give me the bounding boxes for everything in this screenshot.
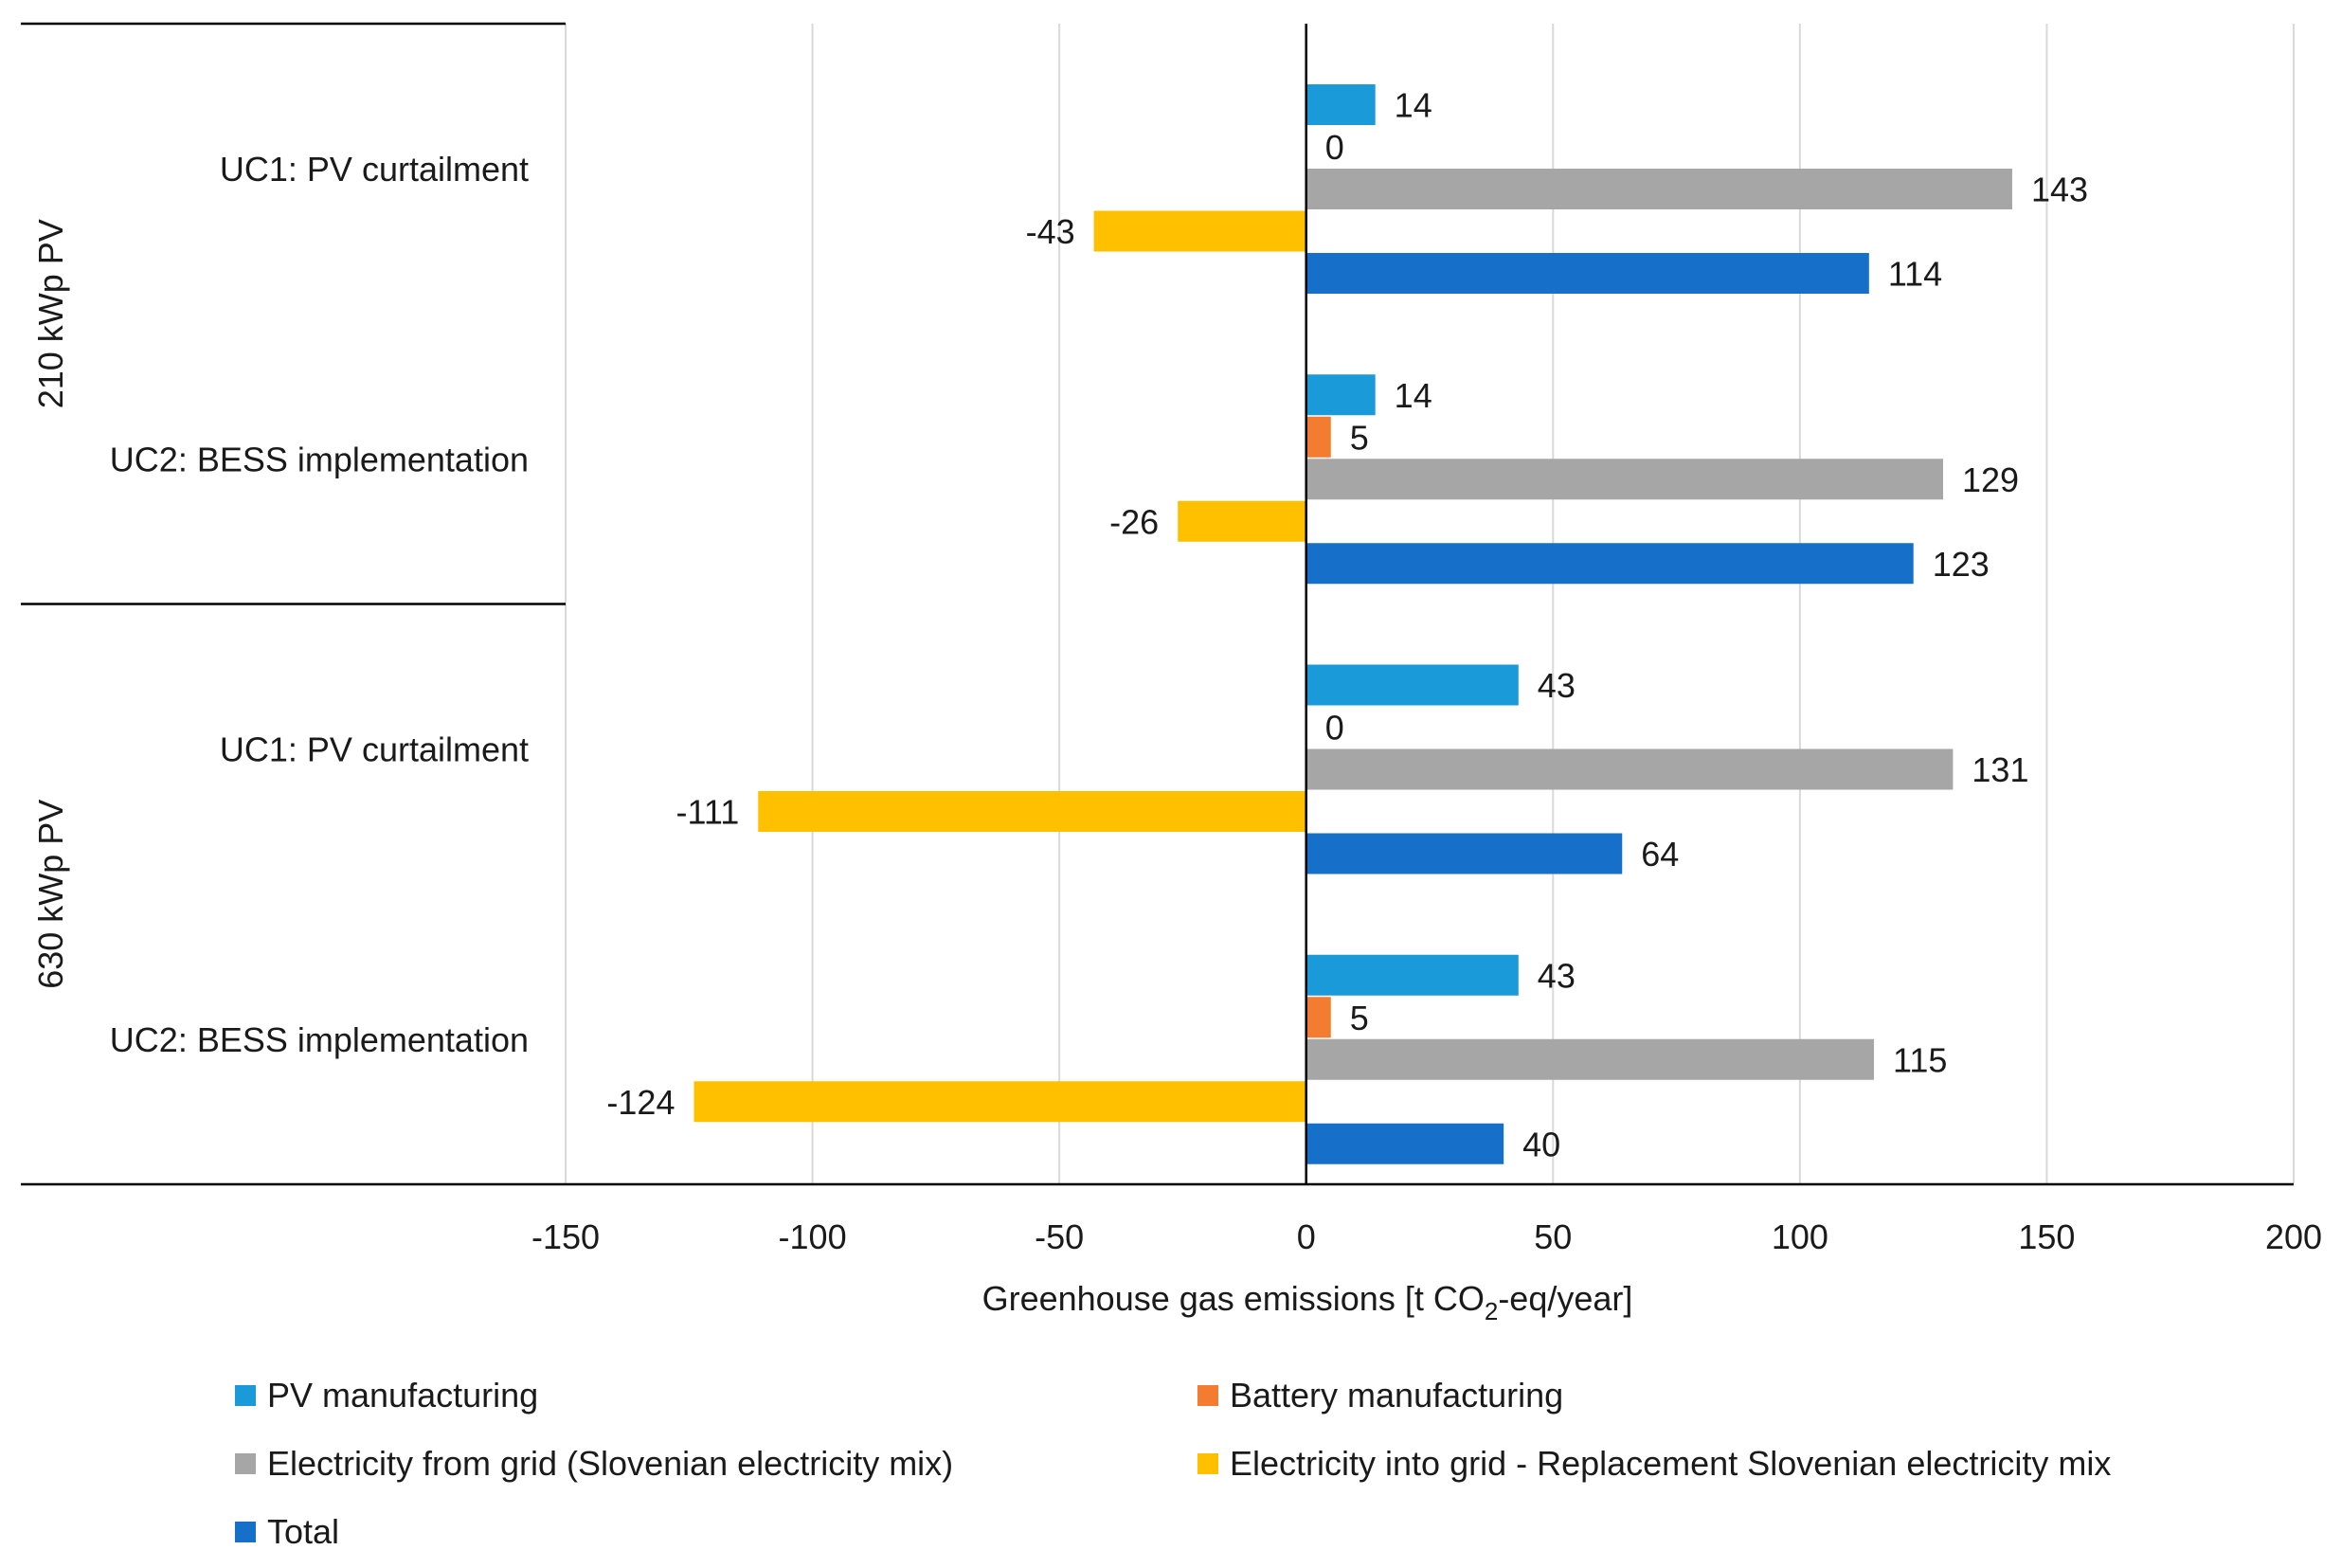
x-tick-label: 150 — [2018, 1217, 2075, 1256]
category-label: UC2: BESS implementation — [110, 440, 529, 478]
group-label: 210 kWp PV — [31, 219, 70, 408]
x-tick-label: 100 — [1772, 1217, 1828, 1256]
bar — [758, 791, 1306, 832]
bar — [1306, 833, 1623, 874]
x-tick-label: 0 — [1297, 1217, 1316, 1256]
x-axis-title: Greenhouse gas emissions [t CO2-eq/year] — [982, 1279, 1633, 1325]
data-label: 0 — [1325, 709, 1344, 748]
category-label: UC1: PV curtailment — [220, 730, 529, 769]
bar — [1306, 664, 1519, 706]
group-label: 630 kWp PV — [31, 800, 70, 989]
bar — [1306, 1123, 1504, 1164]
bar — [1306, 169, 2012, 209]
x-tick-label: 50 — [1534, 1217, 1572, 1256]
data-label: -124 — [606, 1083, 675, 1122]
data-label: 123 — [1933, 545, 1990, 584]
x-tick-label: 200 — [2265, 1217, 2322, 1256]
bar — [1306, 84, 1376, 125]
bar — [1306, 1038, 1875, 1080]
x-tick-label: -50 — [1035, 1217, 1084, 1256]
data-label: 14 — [1395, 86, 1432, 125]
data-label: -43 — [1026, 212, 1075, 251]
data-label: 114 — [1888, 255, 1942, 294]
data-label: 5 — [1350, 418, 1369, 457]
data-label: 40 — [1522, 1125, 1560, 1163]
data-label: -26 — [1109, 502, 1159, 541]
data-label: 131 — [1972, 750, 2028, 789]
bar — [1306, 459, 1943, 500]
data-label: 0 — [1325, 128, 1344, 167]
data-label: 143 — [2031, 171, 2088, 209]
category-label: UC1: PV curtailment — [220, 150, 529, 189]
bars — [693, 84, 2012, 1164]
data-label: 5 — [1350, 999, 1369, 1037]
bar — [1306, 543, 1914, 585]
data-label: 115 — [1893, 1040, 1947, 1079]
bar — [1306, 416, 1331, 458]
data-label: 43 — [1538, 956, 1576, 995]
bar — [1306, 374, 1376, 416]
bar — [1306, 253, 1869, 294]
bar — [693, 1081, 1306, 1123]
bar — [1093, 210, 1306, 252]
data-label: 14 — [1395, 376, 1432, 415]
category-label: UC2: BESS implementation — [110, 1020, 529, 1059]
x-tick-label: -150 — [531, 1217, 600, 1256]
data-label: 64 — [1641, 835, 1679, 874]
data-label: 129 — [1962, 460, 2019, 499]
x-tick-label: -100 — [779, 1217, 847, 1256]
bar — [1178, 500, 1306, 542]
bar — [1306, 954, 1519, 996]
bar — [1306, 748, 1954, 790]
bar — [1306, 997, 1331, 1038]
data-label: 43 — [1538, 666, 1576, 705]
axes — [21, 22, 2294, 1186]
data-label: -111 — [676, 793, 740, 832]
